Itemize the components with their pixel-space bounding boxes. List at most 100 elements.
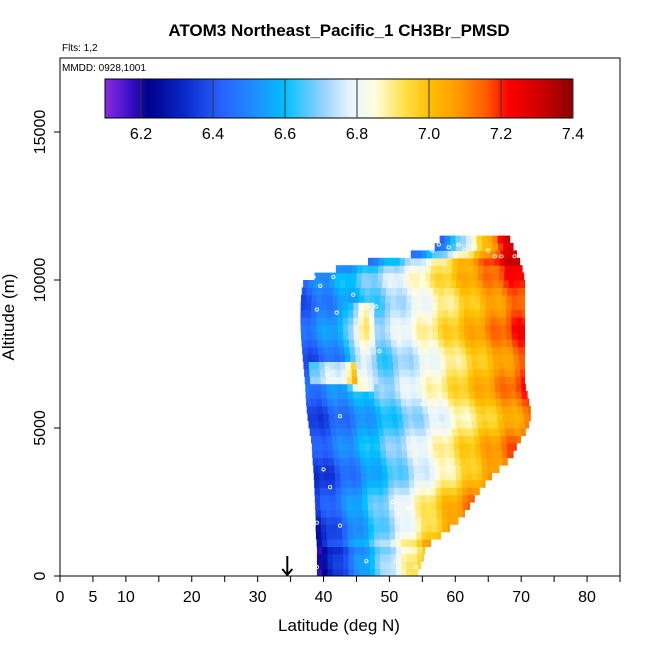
curtain-cell: [522, 294, 526, 303]
curtain-cell: [452, 428, 458, 436]
curtain-cell: [395, 331, 402, 340]
curtain-cell: [435, 368, 442, 377]
curtain-cell: [404, 368, 411, 377]
sample-point: [301, 274, 306, 280]
curtain-cell: [390, 294, 397, 303]
curtain-cell: [348, 331, 355, 340]
curtain-cell: [483, 368, 490, 377]
curtain-cell: [505, 383, 512, 392]
curtain-cell: [509, 265, 516, 274]
curtain-cell: [490, 324, 497, 333]
curtain-cell: [417, 568, 419, 576]
curtain-cell: [368, 509, 375, 518]
curtain-cell: [505, 376, 511, 385]
sample-point: [473, 245, 478, 250]
curtain-cell: [300, 324, 307, 333]
curtain-cell: [432, 317, 439, 325]
curtain-cell: [362, 265, 369, 274]
curtain-cell: [366, 465, 372, 473]
curtain-cell: [480, 442, 487, 451]
curtain-cell: [435, 420, 441, 429]
curtain-cell: [331, 383, 338, 392]
curtain-cell: [466, 472, 473, 481]
curtain-cell: [416, 398, 423, 407]
curtain-cell: [480, 339, 487, 348]
curtain-cell: [322, 339, 329, 348]
curtain-cell: [332, 331, 339, 340]
curtain-cell: [326, 391, 333, 399]
curtain-cell: [406, 539, 413, 547]
curtain-cell: [458, 324, 465, 333]
curtain-cell: [326, 317, 333, 325]
curtain-cell: [391, 405, 397, 414]
curtain-cell: [320, 428, 327, 436]
curtain-cell: [445, 354, 451, 362]
curtain-cell: [439, 465, 446, 473]
curtain-cell: [392, 465, 399, 473]
curtain-cell: [485, 339, 492, 348]
curtain-cell: [482, 361, 489, 370]
curtain-cell: [325, 368, 332, 377]
curtain-cell: [426, 383, 433, 392]
curtain-cell: [356, 494, 363, 503]
curtain-cell: [352, 376, 359, 385]
curtain-cell: [372, 494, 379, 503]
curtain-cell: [431, 516, 438, 525]
curtain-cell: [376, 354, 383, 362]
curtain-cell: [329, 361, 336, 370]
curtain-cell: [493, 420, 499, 429]
curtain-cell: [482, 472, 489, 481]
curtain-cell: [319, 420, 325, 429]
curtain-cell: [305, 302, 312, 311]
curtain-cell: [500, 324, 507, 333]
curtain-cell: [333, 457, 340, 466]
curtain-cell: [458, 309, 465, 318]
curtain-cell: [436, 428, 443, 436]
curtain-cell: [474, 331, 481, 340]
curtain-cell: [346, 376, 353, 385]
curtain-cell: [330, 272, 337, 281]
curtain-cell: [370, 413, 377, 422]
curtain-cell: [494, 383, 501, 392]
curtain-cell: [333, 450, 340, 459]
curtain-cell: [474, 250, 480, 259]
curtain-cell: [467, 428, 474, 436]
curtain-cell: [419, 420, 426, 429]
curtain-cell: [362, 494, 369, 503]
curtain-cell: [479, 302, 486, 311]
curtain-cell: [396, 287, 403, 296]
curtain-cell: [398, 368, 405, 377]
colorbar-tick-label: 7.2: [490, 126, 512, 143]
curtain-cell: [396, 568, 402, 576]
curtain-cell: [438, 294, 444, 303]
curtain-cell: [372, 265, 379, 274]
curtain-cell: [339, 346, 345, 355]
curtain-cell: [523, 413, 530, 422]
curtain-cell: [401, 546, 408, 555]
curtain-cell: [524, 420, 530, 429]
curtain-cell: [449, 457, 456, 466]
curtain-cell: [330, 494, 337, 503]
curtain-cell: [384, 435, 391, 444]
curtain-cell: [476, 354, 483, 362]
curtain-cell: [390, 331, 397, 340]
curtain-cell: [399, 524, 406, 533]
curtain-cell: [343, 568, 350, 576]
curtain-cell: [468, 376, 475, 385]
curtain-cell: [450, 354, 457, 362]
curtain-cell: [393, 368, 400, 377]
curtain-cell: [369, 553, 376, 562]
curtain-cell: [494, 376, 501, 385]
curtain-cell: [415, 257, 422, 266]
curtain-cell: [449, 346, 456, 355]
curtain-cell: [424, 472, 431, 481]
curtain-cell: [421, 391, 428, 399]
curtain-cell: [353, 435, 360, 444]
x-tick-label: 40: [315, 589, 333, 606]
curtain-cell: [450, 472, 457, 481]
curtain-cell: [420, 502, 427, 510]
curtain-cell: [327, 398, 334, 407]
sample-point: [390, 499, 395, 505]
curtain-cell: [429, 420, 436, 429]
